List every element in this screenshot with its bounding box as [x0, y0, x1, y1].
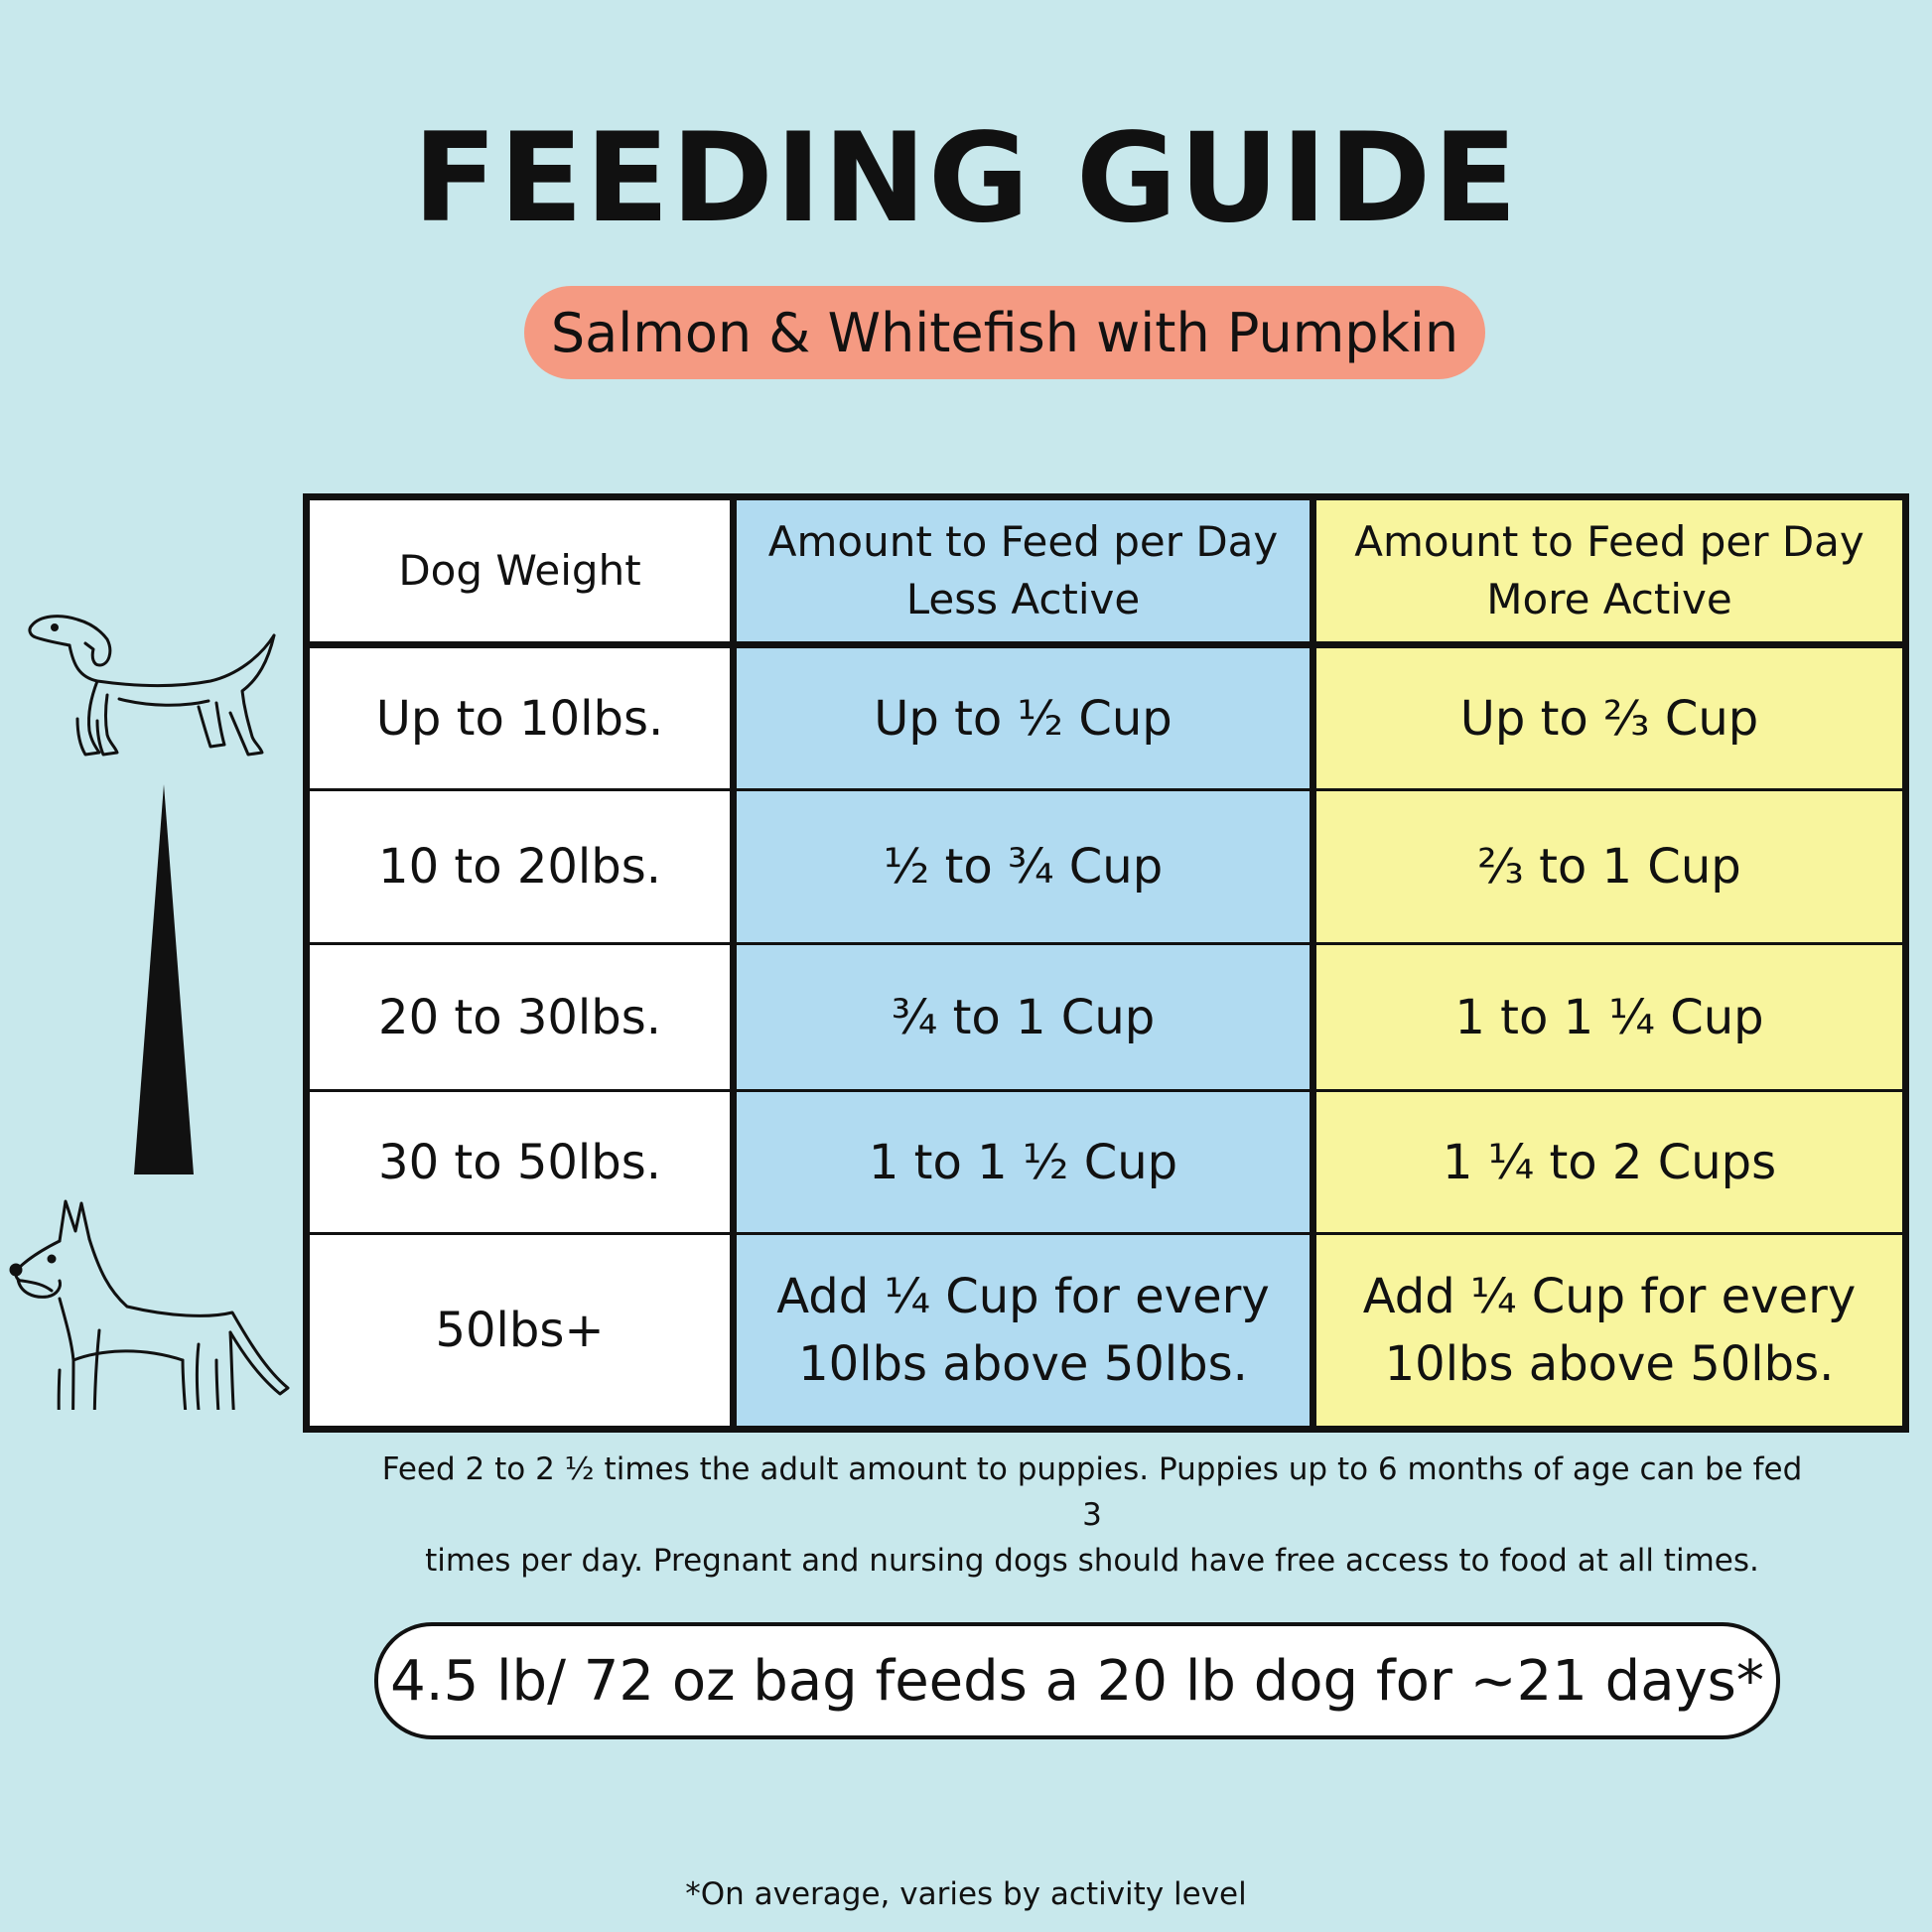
less-active-cell: Add ¼ Cup for every 10lbs above 50lbs. — [732, 1232, 1316, 1431]
dog-size-illustration — [9, 615, 290, 1410]
weight-cell: 30 to 50lbs. — [305, 1089, 737, 1235]
weight-cell: 20 to 30lbs. — [305, 942, 737, 1092]
less-active-line1: Add ¼ Cup for every — [776, 1269, 1270, 1324]
header-less-active-line2: Less Active — [905, 575, 1141, 623]
footnote: *On average, varies by activity level — [685, 1876, 1247, 1912]
weight-cell: Up to 10lbs. — [305, 643, 737, 791]
more-active-line1: Add ¼ Cup for every — [1362, 1269, 1857, 1324]
page-title: FEEDING GUIDE — [412, 107, 1520, 250]
table-row: 30 to 50lbs. 1 to 1 ½ Cup 1 ¼ to 2 Cups — [305, 1089, 1907, 1235]
more-active-cell: Up to ⅔ Cup — [1311, 643, 1907, 791]
bag-info-text: 4.5 lb/ 72 oz bag feeds a 20 lb dog for … — [390, 1648, 1764, 1714]
weight-cell: 50lbs+ — [305, 1232, 737, 1431]
table-row: 20 to 30lbs. ¾ to 1 Cup 1 to 1 ¼ Cup — [305, 942, 1907, 1092]
size-scale-triangle-icon — [134, 784, 194, 1174]
header-less-active: Amount to Feed per Day Less Active — [732, 495, 1316, 648]
table-header-row: Dog Weight Amount to Feed per Day Less A… — [305, 495, 1907, 648]
less-active-cell: 1 to 1 ½ Cup — [732, 1089, 1316, 1235]
table-row: 10 to 20lbs. ½ to ¾ Cup ⅔ to 1 Cup — [305, 788, 1907, 945]
more-active-cell: 1 ¼ to 2 Cups — [1311, 1089, 1907, 1235]
recipe-badge: Salmon & Whitefish with Pumpkin — [524, 286, 1485, 379]
header-dog-weight-label: Dog Weight — [398, 546, 641, 595]
header-more-active: Amount to Feed per Day More Active — [1311, 495, 1907, 648]
more-active-line2: 10lbs above 50lbs. — [1384, 1336, 1835, 1392]
header-dog-weight: Dog Weight — [305, 495, 737, 648]
less-active-line2: 10lbs above 50lbs. — [798, 1336, 1248, 1392]
large-dog-icon — [9, 1199, 290, 1410]
header-more-active-line1: Amount to Feed per Day — [1354, 517, 1864, 566]
less-active-cell: ¾ to 1 Cup — [732, 942, 1316, 1092]
recipe-name: Salmon & Whitefish with Pumpkin — [550, 301, 1459, 364]
header-less-active-line1: Amount to Feed per Day — [767, 517, 1279, 566]
small-dog-icon — [28, 615, 276, 757]
more-active-cell: Add ¼ Cup for every 10lbs above 50lbs. — [1311, 1232, 1907, 1431]
header-more-active-line2: More Active — [1486, 575, 1732, 623]
feeding-table: Dog Weight Amount to Feed per Day Less A… — [303, 493, 1909, 1433]
less-active-cell: Up to ½ Cup — [732, 643, 1316, 791]
more-active-cell: 1 to 1 ¼ Cup — [1311, 942, 1907, 1092]
more-active-cell: ⅔ to 1 Cup — [1311, 788, 1907, 945]
puppy-note: Feed 2 to 2 ½ times the adult amount to … — [377, 1447, 1807, 1584]
puppy-note-line1: Feed 2 to 2 ½ times the adult amount to … — [381, 1451, 1803, 1533]
puppy-note-line2: times per day. Pregnant and nursing dogs… — [425, 1543, 1759, 1579]
less-active-cell: ½ to ¾ Cup — [732, 788, 1316, 945]
weight-cell: 10 to 20lbs. — [305, 788, 737, 945]
table-row: 50lbs+ Add ¼ Cup for every 10lbs above 5… — [305, 1232, 1907, 1431]
bag-info-box: 4.5 lb/ 72 oz bag feeds a 20 lb dog for … — [374, 1622, 1780, 1739]
table-row: Up to 10lbs. Up to ½ Cup Up to ⅔ Cup — [305, 643, 1907, 791]
